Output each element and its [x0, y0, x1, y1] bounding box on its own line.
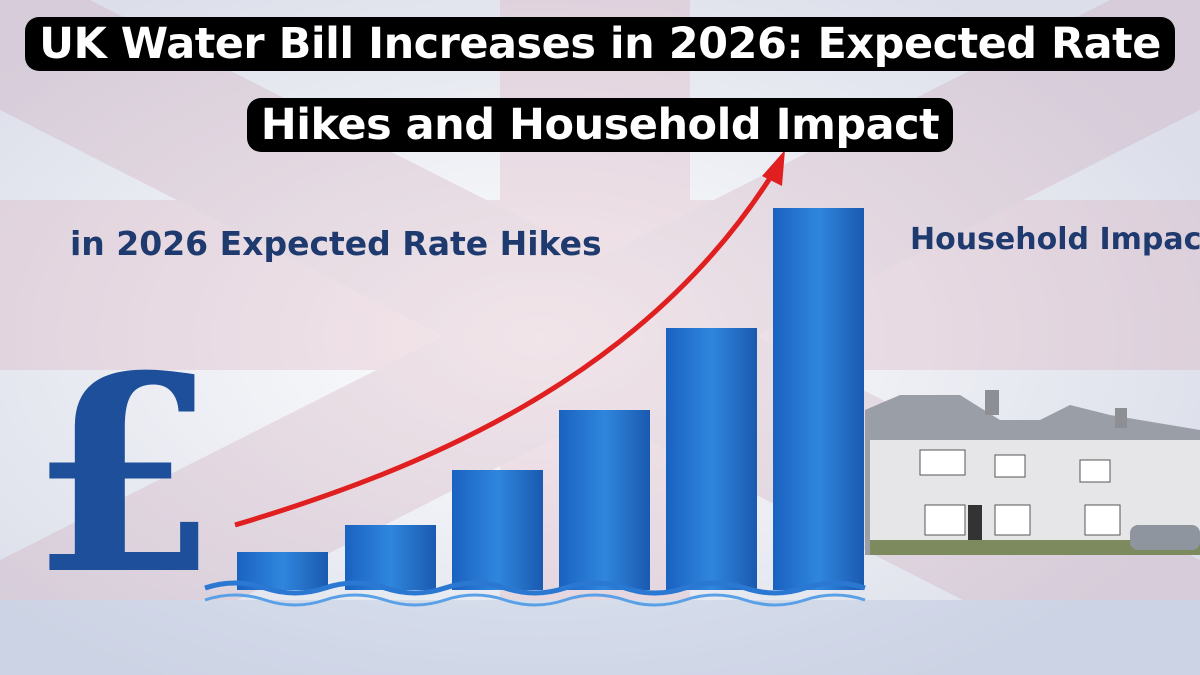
left-caption: in 2026 Expected Rate Hikes — [70, 224, 602, 263]
pound-symbol: £ — [30, 316, 218, 634]
trend-arrow — [234, 176, 773, 528]
right-caption: Household Impact — [910, 222, 1200, 257]
wave — [204, 593, 866, 607]
wave — [204, 580, 866, 596]
houses — [865, 390, 1200, 555]
bars — [237, 208, 864, 590]
title-container: UK Water Bill Increases in 2026: Expecte… — [0, 8, 1200, 170]
title: UK Water Bill Increases in 2026: Expecte… — [25, 17, 1175, 152]
arrow-head — [762, 150, 785, 186]
